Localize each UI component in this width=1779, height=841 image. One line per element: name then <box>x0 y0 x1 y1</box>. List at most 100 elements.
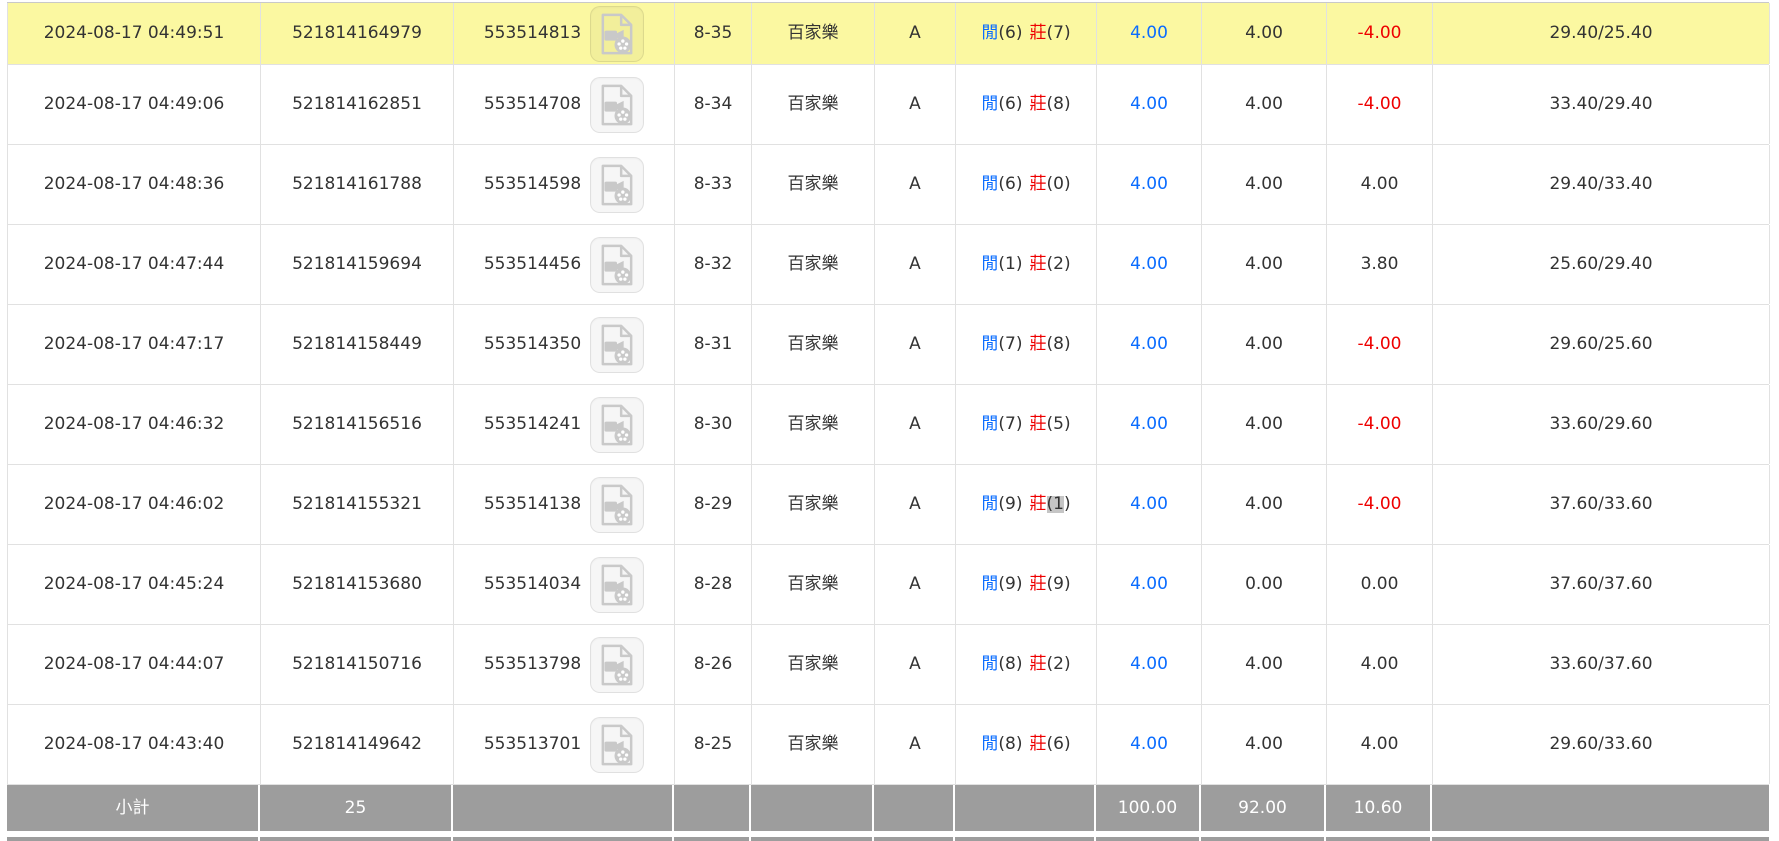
cell-bet-time: 2024-08-17 04:47:44 <box>8 225 261 304</box>
player-score: (8) <box>998 734 1023 754</box>
cell-round-id: 553514708 <box>454 65 675 144</box>
banker-score-close-paren: ) <box>1063 574 1071 594</box>
video-replay-icon <box>597 83 637 127</box>
cell-table-round: 8-30 <box>675 385 752 464</box>
player-result-label: 閒 <box>981 494 999 514</box>
cell-bet-id: 521814162851 <box>261 65 454 144</box>
player-score: (1) <box>998 254 1023 274</box>
banker-score-close-paren: ) <box>1063 174 1071 194</box>
video-replay-button[interactable] <box>590 476 645 533</box>
cell-bet-amount: 4.00 <box>1097 225 1202 304</box>
cell-table-round: 8-29 <box>675 465 752 544</box>
cell-zone: A <box>875 305 956 384</box>
player-score: (6) <box>998 23 1023 43</box>
banker-score-close-paren: ) <box>1063 94 1071 114</box>
cell-bet-amount: 4.00 <box>1097 545 1202 624</box>
cell-valid-amount: 0.00 <box>1202 545 1327 624</box>
video-replay-button[interactable] <box>590 636 645 693</box>
banker-result-label: 莊 <box>1029 414 1047 434</box>
video-replay-icon <box>597 483 637 527</box>
cell-bet-id: 521814156516 <box>261 385 454 464</box>
cell-bet-time: 2024-08-17 04:48:36 <box>8 145 261 224</box>
player-result-label: 閒 <box>981 94 999 114</box>
cell-round-id: 553514034 <box>454 545 675 624</box>
cell-zone: A <box>875 385 956 464</box>
cell-valid-amount: 4.00 <box>1202 705 1327 784</box>
cell-bet-id: 521814164979 <box>261 3 454 64</box>
cell-game-type: 百家樂 <box>752 3 875 64</box>
banker-score-close-paren: ) <box>1063 734 1071 754</box>
cell-bet-amount: 4.00 <box>1097 625 1202 704</box>
cell-bet-amount: 4.00 <box>1097 385 1202 464</box>
cell-result: 閒 (6) 莊 (8) <box>956 65 1097 144</box>
total-row-cutoff <box>7 837 1769 841</box>
player-score: (6) <box>998 94 1023 114</box>
video-replay-button[interactable] <box>590 236 645 293</box>
table-row: 2024-08-17 04:49:51 521814164979 553514813… <box>7 3 1770 65</box>
player-result-label: 閒 <box>981 574 999 594</box>
player-score: (7) <box>998 334 1023 354</box>
table-row: 2024-08-17 04:47:17 521814158449 553514350… <box>7 305 1770 385</box>
cell-bet-id: 521814159694 <box>261 225 454 304</box>
player-score: (9) <box>998 574 1023 594</box>
video-replay-button[interactable] <box>590 76 645 133</box>
banker-score: (1 <box>1046 494 1064 514</box>
player-result-label: 閒 <box>981 334 999 354</box>
subtotal-empty-game <box>751 785 874 831</box>
cell-win-loss: -4.00 <box>1327 385 1433 464</box>
table-row: 2024-08-17 04:48:36 521814161788 553514598… <box>7 145 1770 225</box>
cell-zone: A <box>875 65 956 144</box>
cell-valid-amount: 4.00 <box>1202 65 1327 144</box>
cell-result: 閒 (6) 莊 (0) <box>956 145 1097 224</box>
cell-win-loss: -4.00 <box>1327 3 1433 64</box>
cell-game-type: 百家樂 <box>752 625 875 704</box>
player-score: (9) <box>998 494 1023 514</box>
video-replay-button[interactable] <box>590 316 645 373</box>
cell-result: 閒 (9) 莊 (1) <box>956 465 1097 544</box>
cell-round-id: 553514456 <box>454 225 675 304</box>
cell-bet-amount: 4.00 <box>1097 465 1202 544</box>
cell-bet-time: 2024-08-17 04:47:17 <box>8 305 261 384</box>
cell-bet-time: 2024-08-17 04:44:07 <box>8 625 261 704</box>
cell-result: 閒 (9) 莊 (9) <box>956 545 1097 624</box>
cell-bet-id: 521814149642 <box>261 705 454 784</box>
cell-table-round: 8-25 <box>675 705 752 784</box>
banker-score: (2 <box>1046 654 1064 674</box>
banker-score: (2 <box>1046 254 1064 274</box>
video-replay-button[interactable] <box>590 556 645 613</box>
cell-win-loss: -4.00 <box>1327 465 1433 544</box>
video-replay-button[interactable] <box>590 396 645 453</box>
cell-zone: A <box>875 625 956 704</box>
video-replay-button[interactable] <box>590 716 645 773</box>
player-result-label: 閒 <box>981 23 999 43</box>
video-replay-button[interactable] <box>590 156 645 213</box>
cell-result: 閒 (7) 莊 (5) <box>956 385 1097 464</box>
banker-score-close-paren: ) <box>1063 654 1071 674</box>
cell-table-round: 8-28 <box>675 545 752 624</box>
cell-round-id: 553514598 <box>454 145 675 224</box>
cell-balance: 33.60/29.60 <box>1433 385 1770 464</box>
round-id-text: 553514138 <box>483 494 582 514</box>
cell-valid-amount: 4.00 <box>1202 385 1327 464</box>
video-replay-button[interactable] <box>590 5 645 62</box>
cell-bet-time: 2024-08-17 04:49:51 <box>8 3 261 64</box>
cell-round-id: 553514350 <box>454 305 675 384</box>
cell-game-type: 百家樂 <box>752 305 875 384</box>
video-replay-icon <box>597 643 637 687</box>
table-row: 2024-08-17 04:43:40 521814149642 553513701… <box>7 705 1770 785</box>
player-result-label: 閒 <box>981 654 999 674</box>
cell-win-loss: -4.00 <box>1327 305 1433 384</box>
cell-game-type: 百家樂 <box>752 705 875 784</box>
cell-win-loss: 4.00 <box>1327 705 1433 784</box>
banker-result-label: 莊 <box>1029 734 1047 754</box>
cell-win-loss: 0.00 <box>1327 545 1433 624</box>
cell-bet-id: 521814158449 <box>261 305 454 384</box>
cell-valid-amount: 4.00 <box>1202 145 1327 224</box>
banker-result-label: 莊 <box>1029 494 1047 514</box>
banker-score: (0 <box>1046 174 1064 194</box>
subtotal-bet-total: 100.00 <box>1096 785 1201 831</box>
round-id-text: 553514456 <box>483 254 582 274</box>
subtotal-empty-result <box>955 785 1096 831</box>
player-result-label: 閒 <box>981 734 999 754</box>
cell-zone: A <box>875 225 956 304</box>
